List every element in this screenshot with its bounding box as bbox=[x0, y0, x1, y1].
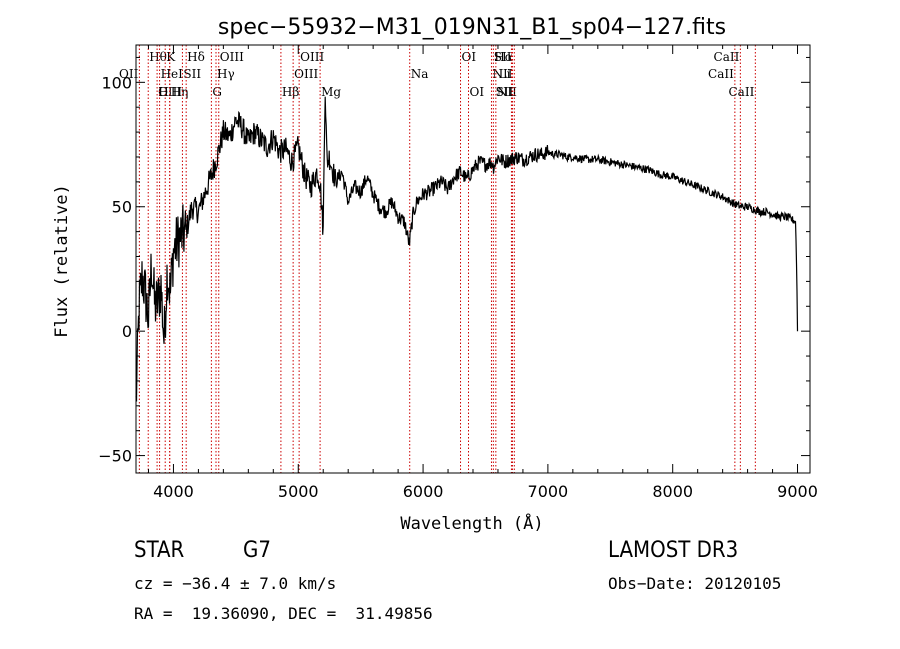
line-label-14: OIII bbox=[300, 50, 324, 64]
y-tick-label-1: 0 bbox=[122, 322, 132, 341]
x-tick-label-5: 9000 bbox=[777, 482, 818, 501]
x-axis-label: Wavelength (Å) bbox=[400, 512, 543, 534]
line-label-10: OIII bbox=[220, 50, 244, 64]
line-label-0: OII bbox=[119, 67, 139, 81]
redshift-velocity: cz = −36.4 ± 7.0 km/s bbox=[134, 574, 337, 593]
line-label-26: CaII bbox=[714, 50, 740, 64]
line-label-27: CaII bbox=[729, 85, 755, 99]
observation-date: Obs−Date: 20120105 bbox=[608, 574, 782, 593]
line-label-25: CaII bbox=[708, 67, 734, 81]
spectrum-series bbox=[135, 96, 799, 402]
line-label-3: HeI bbox=[161, 67, 184, 81]
y-tick-label-2: 50 bbox=[112, 198, 132, 217]
chart-title: spec−55932−M31_019N31_B1_sp04−127.fits bbox=[218, 15, 726, 40]
line-label-16: Na bbox=[411, 67, 429, 81]
x-tick-label-3: 7000 bbox=[528, 482, 569, 501]
line-label-6: SII bbox=[183, 67, 201, 81]
line-label-2: OIII bbox=[158, 85, 182, 99]
line-label-13: OIII bbox=[294, 67, 318, 81]
spectrum-line bbox=[135, 96, 799, 402]
line-label-24: SII bbox=[496, 85, 514, 99]
line-label-8: H bbox=[158, 85, 168, 99]
line-label-22: SII bbox=[494, 50, 512, 64]
x-tick-label-2: 6000 bbox=[403, 482, 444, 501]
emission-lines: OIIHθOIIIHeIKHηSIIHδHGOIIIHγHβOIIIOIIIMg… bbox=[119, 45, 756, 473]
spectral-subclass: G7 bbox=[243, 538, 271, 563]
axes: 4000 5000 6000 7000 8000 9000 −50 0 50 100 bbox=[98, 45, 818, 501]
y-axis-label: Flux (relative) bbox=[52, 184, 72, 338]
line-label-1: Hθ bbox=[149, 50, 167, 64]
line-label-7: Hδ bbox=[187, 50, 205, 64]
line-label-9: G bbox=[212, 85, 222, 99]
y-tick-label-0: −50 bbox=[98, 447, 132, 466]
plot-frame bbox=[135, 44, 811, 474]
line-label-19: NII bbox=[492, 67, 512, 81]
survey-label: LAMOST DR3 bbox=[608, 538, 739, 563]
line-label-12: Hβ bbox=[282, 85, 299, 99]
y-tick-label-3: 100 bbox=[101, 73, 132, 92]
spectral-class: STAR bbox=[134, 538, 185, 563]
x-tick-label-4: 8000 bbox=[652, 482, 693, 501]
line-label-4: K bbox=[166, 50, 176, 64]
line-label-20: Hα bbox=[494, 50, 513, 64]
coordinates: RA = 19.36090, DEC = 31.49856 bbox=[134, 604, 433, 623]
x-tick-label-1: 5000 bbox=[278, 482, 319, 501]
line-label-11: Hγ bbox=[217, 67, 235, 81]
line-label-15: Mg bbox=[321, 85, 341, 99]
line-label-5: Hη bbox=[171, 85, 189, 99]
x-tick-label-0: 4000 bbox=[153, 482, 194, 501]
line-label-23: Li bbox=[499, 67, 511, 81]
line-label-18: OI bbox=[470, 85, 485, 99]
